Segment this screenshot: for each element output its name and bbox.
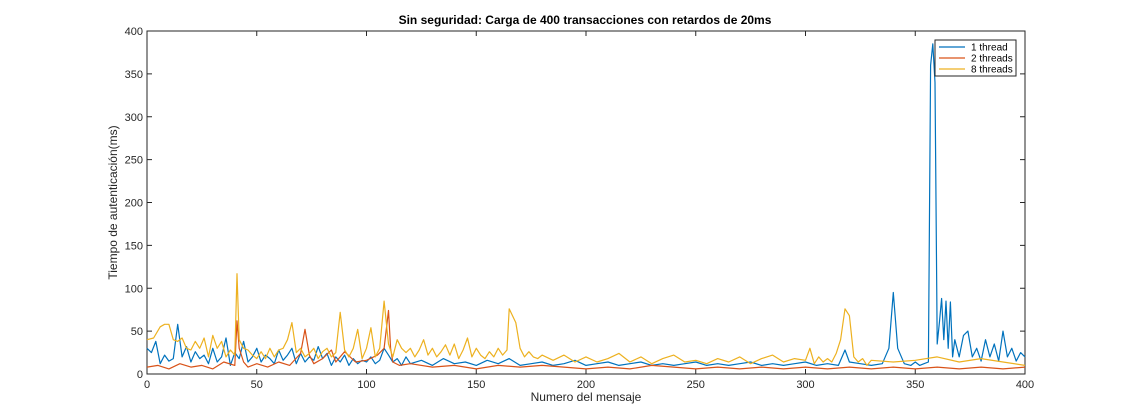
y-tick-label: 50 <box>131 326 143 338</box>
legend-label-2: 2 threads <box>971 54 1013 65</box>
x-axis-label: Numero del mensaje <box>531 390 642 404</box>
x-tick-label: 50 <box>251 379 263 391</box>
y-tick-label: 200 <box>125 198 143 210</box>
x-tick-label: 150 <box>467 379 485 391</box>
axis-ticks: 0 50 100 150 200 250 300 350 400 0 50 100 150 200 250 3… <box>125 26 1035 391</box>
y-tick-label: 250 <box>125 155 143 167</box>
x-tick-label: 200 <box>577 379 595 391</box>
y-axis-label: Tiempo de autenticación(ms) <box>106 125 120 279</box>
y-tick-label: 400 <box>125 26 143 38</box>
chart-title: Sin seguridad: Carga de 400 transaccione… <box>399 13 772 27</box>
y-tick-label: 300 <box>125 112 143 124</box>
series-line-3 <box>146 273 1026 366</box>
x-tick-label: 300 <box>796 379 814 391</box>
series-line-1 <box>146 43 1026 366</box>
series-lines <box>146 43 1026 370</box>
y-tick-label: 150 <box>125 240 143 252</box>
x-tick-label: 100 <box>357 379 375 391</box>
y-tick-label: 100 <box>125 283 143 295</box>
plot-area <box>146 30 1026 375</box>
x-tick-label: 350 <box>906 379 924 391</box>
axes-box <box>146 30 1026 375</box>
legend-label-3: 8 threads <box>971 65 1013 76</box>
legend-label-1: 1 thread <box>971 43 1008 54</box>
y-tick-label: 0 <box>137 369 143 381</box>
x-tick-label: 400 <box>1016 379 1034 391</box>
x-tick-label: 0 <box>144 379 150 391</box>
y-tick-label: 350 <box>125 69 143 81</box>
x-tick-label: 250 <box>687 379 705 391</box>
